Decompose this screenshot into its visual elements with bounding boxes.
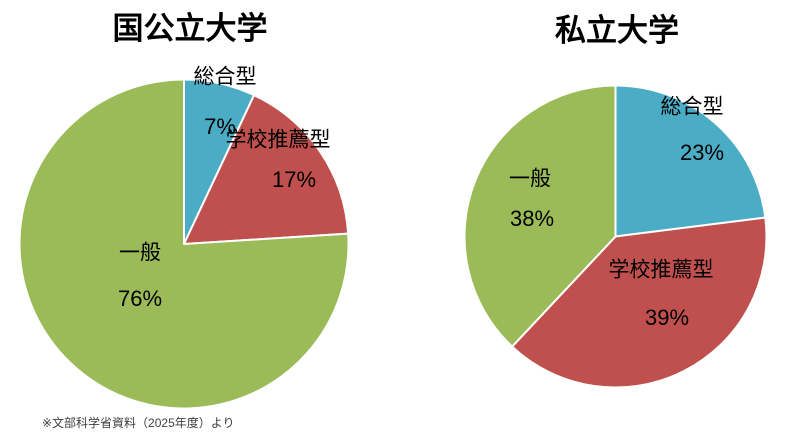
slice-label-national-sougou: 総合型	[193, 65, 257, 89]
slice-value-national-sougou: 7%	[204, 113, 236, 139]
chart-title-national: 国公立大学	[112, 11, 268, 46]
slice-label-national-suisen: 学校推薦型	[225, 128, 331, 152]
slice-label-national-ippan: 一般	[119, 241, 161, 265]
pie-private	[463, 84, 768, 389]
slice-value-private-suisen: 39%	[644, 304, 690, 330]
slice-value-national-ippan: 76%	[117, 285, 163, 311]
slice-label-private-suisen: 学校推薦型	[608, 258, 714, 282]
slice-value-national-suisen: 17%	[271, 166, 317, 192]
slice-value-private-sougou: 23%	[679, 139, 725, 165]
pie-slice-2	[18, 78, 350, 410]
pie-slice-2	[463, 84, 617, 348]
pie-national	[18, 78, 350, 410]
slice-label-private-ippan: 一般	[509, 167, 551, 191]
slice-value-private-ippan: 38%	[509, 205, 555, 231]
source-note: ※文部科学省資料（2025年度）より	[42, 416, 235, 430]
pie-slice-1	[511, 216, 768, 389]
pie-slice-1	[183, 94, 350, 245]
pie-slice-0	[614, 84, 767, 238]
slice-label-private-sougou: 総合型	[660, 95, 724, 119]
chart-title-private: 私立大学	[555, 13, 679, 48]
